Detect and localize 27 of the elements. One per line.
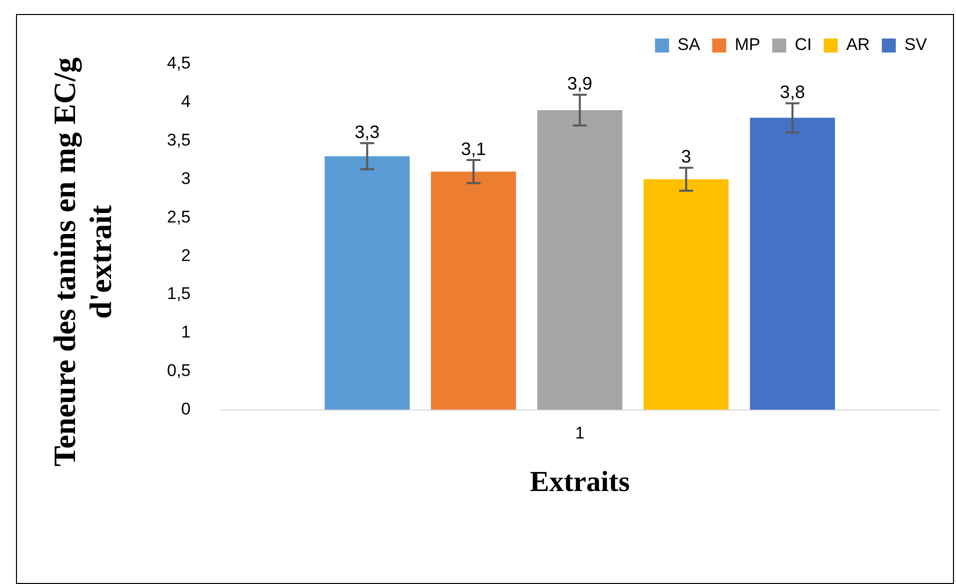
y-tick-label: 1,5 [166,284,191,304]
bar [430,172,516,410]
y-tick-label: 1 [181,322,191,342]
y-axis-title: Teneure des tanins en mg EC/g d'extrait [47,56,118,466]
y-tick-label: 0 [181,399,191,418]
x-axis-title: Extraits [530,466,630,498]
y-tick-label: 2 [181,246,191,265]
y-tick-label: 3,5 [166,130,191,150]
y-tick-label: 4,5 [166,54,191,73]
bar [537,110,622,410]
bar [644,179,729,410]
data-label: 3,8 [780,82,805,102]
legend-label: CI [794,35,812,54]
y-tick-label: 0,5 [166,361,191,380]
data-label: 3,3 [354,122,380,142]
data-label: 3,9 [567,74,592,94]
y-tick-label: 4 [181,92,191,112]
legend-label: AR [846,35,870,54]
y-tick-label: 2,5 [166,207,191,226]
y-tick-label: 3 [181,168,191,188]
data-label: 3 [681,146,692,167]
bar [324,156,410,410]
data-label: 3,1 [460,139,486,160]
legend-label: MP [734,35,760,54]
bar [750,118,835,410]
legend-label: SA [678,35,701,54]
legend-label: SV [904,35,928,54]
